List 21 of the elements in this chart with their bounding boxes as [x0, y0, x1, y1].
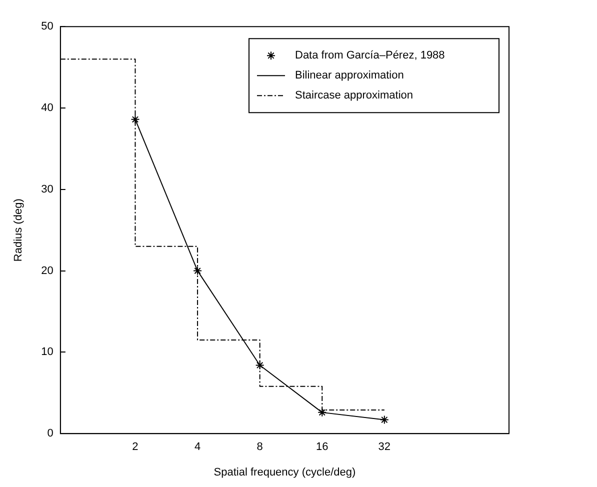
y-tick-label: 50 [41, 20, 54, 33]
legend-label: Data from García–Pérez, 1988 [295, 50, 445, 62]
y-axis-title: Radius (deg) [12, 198, 25, 262]
y-tick-label: 40 [41, 102, 54, 114]
y-tick-label: 30 [41, 183, 54, 196]
x-tick-label: 8 [256, 441, 263, 454]
y-tick-label: 0 [47, 428, 54, 440]
x-tick-label: 32 [378, 441, 391, 454]
x-axis-title: Spatial frequency (cycle/deg) [214, 466, 356, 478]
y-tick-label: 10 [41, 346, 54, 358]
point [193, 266, 202, 276]
point [255, 360, 264, 370]
x-tick-label: 4 [194, 441, 201, 454]
y-tick-label: 20 [41, 264, 54, 277]
legend-label: Bilinear approximation [295, 70, 404, 82]
x-tick-label: 16 [316, 441, 328, 454]
point [380, 415, 389, 424]
point [318, 408, 327, 417]
legend-label: Staircase approximation [295, 90, 414, 102]
x-tick-label: 2 [132, 441, 138, 454]
point [130, 114, 140, 124]
